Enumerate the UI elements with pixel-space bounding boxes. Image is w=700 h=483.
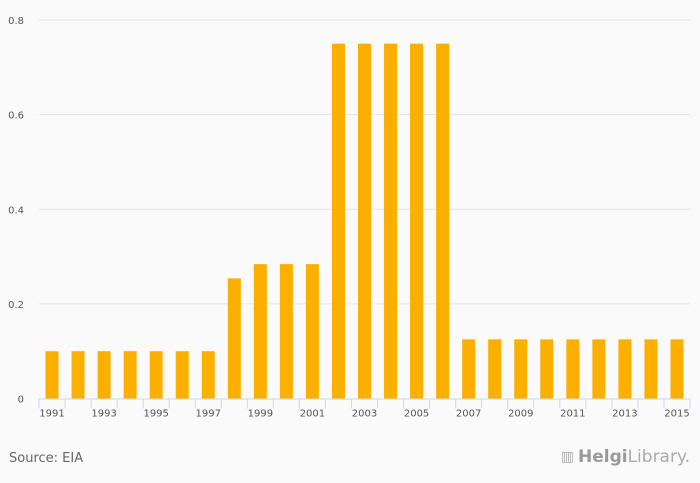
- x-tick-label: 1997: [196, 409, 221, 420]
- logo-text-bold: Helgi: [577, 447, 628, 467]
- y-tick-label: 0.2: [8, 300, 24, 311]
- x-tick-label: 2001: [300, 409, 325, 420]
- x-tick-label: 1999: [248, 409, 273, 420]
- x-tick-label: 1995: [143, 409, 168, 420]
- x-tick-label: 2009: [508, 409, 533, 420]
- x-tick-label: 1993: [91, 409, 116, 420]
- bar-chart: 0 0.2 0.4 0.6 0.8 1991 1993 1995 1997 1999 2001 200…: [8, 16, 691, 420]
- x-tick-label: 2005: [404, 409, 429, 420]
- bar-2012: [592, 339, 606, 399]
- bar-2007: [462, 339, 476, 399]
- x-tick-label: 2015: [664, 409, 689, 420]
- bar-1992: [71, 351, 85, 399]
- bar-1999: [253, 264, 267, 399]
- bar-2003: [358, 43, 371, 399]
- y-tick-label: 0.8: [8, 16, 24, 27]
- bar-2010: [540, 339, 554, 399]
- y-tick-label: 0.6: [8, 111, 24, 122]
- bar-2015: [670, 339, 684, 399]
- bar-1997: [201, 351, 215, 399]
- y-tick-label: 0: [18, 395, 24, 406]
- bar-1998: [227, 278, 241, 399]
- bar-2001: [305, 264, 319, 399]
- bar-1991: [45, 351, 59, 399]
- logo-icon: ▥: [560, 449, 574, 465]
- x-tick-label: 2007: [456, 409, 481, 420]
- bar-1993: [97, 351, 111, 399]
- y-tick-label: 0.4: [8, 205, 24, 216]
- source-label: Source: EIA: [9, 451, 84, 466]
- bar-2009: [514, 339, 528, 399]
- bar-2013: [618, 339, 632, 399]
- bar-2005: [410, 43, 424, 399]
- bar-2004: [384, 43, 398, 399]
- bar-2014: [644, 339, 658, 399]
- x-tick-label: 1991: [39, 409, 64, 420]
- x-tick-label: 2011: [560, 409, 585, 420]
- bar-2002: [331, 43, 345, 399]
- helgi-library-logo: ▥ HelgiLibrary.: [561, 447, 690, 467]
- x-tick-label: 2013: [612, 409, 637, 420]
- bar-1994: [123, 351, 137, 399]
- bar-1995: [149, 351, 163, 399]
- x-tick-label: 2003: [352, 409, 377, 420]
- bar-2008: [488, 339, 502, 399]
- bar-1996: [175, 351, 189, 399]
- bar-2006: [436, 43, 450, 399]
- logo-text: Library.: [627, 447, 690, 467]
- bar-2011: [566, 339, 580, 399]
- bar-2000: [279, 264, 293, 399]
